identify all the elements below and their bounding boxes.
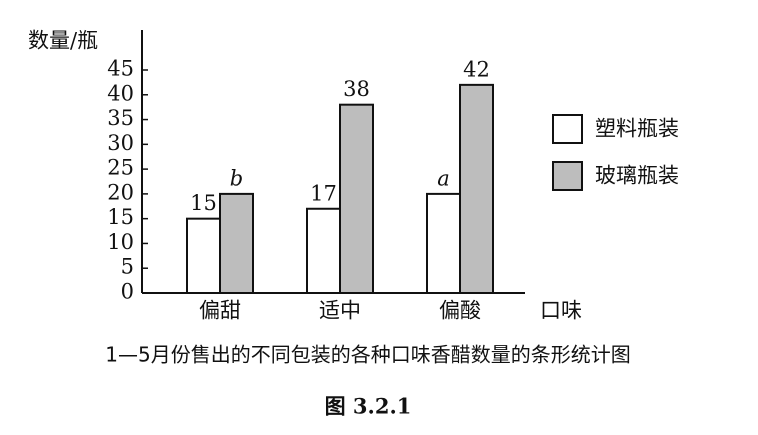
y-tick-label: 40	[107, 81, 134, 105]
y-tick-label: 5	[121, 255, 134, 279]
chart-title: 1—5月份售出的不同包装的各种口味香醋数量的条形统计图	[105, 343, 630, 367]
legend-label: 玻璃瓶装	[595, 164, 679, 188]
figure-label: 图 3.2.1	[325, 394, 412, 419]
legend-swatch	[552, 114, 583, 144]
bar	[219, 192, 254, 294]
y-tick-label: 20	[107, 180, 134, 204]
bar	[306, 207, 341, 294]
y-axis-label: 数量/瓶	[28, 29, 98, 53]
x-tick-label: 适中	[319, 299, 361, 323]
y-tick-label: 45	[107, 57, 134, 81]
x-tick-label: 偏酸	[439, 299, 481, 323]
legend-label: 塑料瓶装	[595, 117, 679, 141]
x-axis-label: 口味	[540, 299, 582, 323]
bar	[459, 83, 494, 294]
y-tick-label: 15	[107, 205, 134, 229]
bar	[186, 217, 221, 295]
value-label: 15	[190, 191, 217, 215]
bar	[426, 192, 461, 294]
value-label: 38	[343, 77, 370, 101]
y-tick-label: 30	[107, 131, 134, 155]
value-label: 17	[310, 181, 337, 205]
y-tick-label: 0	[121, 280, 134, 304]
bar	[339, 103, 374, 294]
y-tick-label: 35	[107, 106, 134, 130]
value-label: b	[230, 166, 243, 190]
x-tick-label: 偏甜	[199, 299, 241, 323]
y-tick-label: 10	[107, 230, 134, 254]
legend-swatch	[552, 161, 583, 191]
value-label: a	[437, 166, 450, 190]
value-label: 42	[463, 57, 490, 81]
y-tick-label: 25	[107, 156, 134, 180]
